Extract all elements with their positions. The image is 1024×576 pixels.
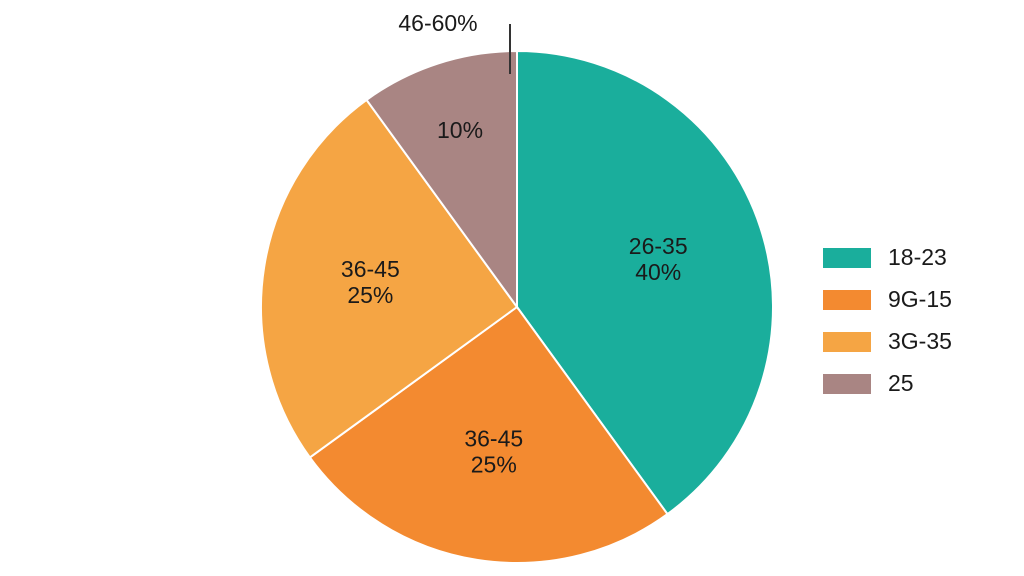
slice-category-label: 46-60% (398, 10, 477, 36)
pie (260, 49, 774, 564)
pie-slice (308, 305, 669, 564)
slice-value-label: 25% (347, 282, 393, 308)
legend-swatch (823, 374, 871, 394)
legend-label: 3G-35 (888, 328, 952, 354)
pie-slice (260, 98, 519, 459)
pie-slice (365, 49, 518, 311)
pie-slice (516, 49, 774, 516)
legend-label: 25 (888, 370, 914, 396)
legend-swatch (823, 290, 871, 310)
slice-category-label: 26-35 (629, 233, 688, 259)
slice-value-label: 10% (437, 117, 483, 143)
legend-swatch (823, 332, 871, 352)
legend-label: 9G-15 (888, 286, 952, 312)
slice-category-label: 36-45 (341, 256, 400, 282)
slice-value-label: 40% (635, 259, 681, 285)
legend-label: 18-23 (888, 244, 947, 270)
slice-category-label: 36-45 (464, 426, 523, 452)
legend-swatch (823, 248, 871, 268)
slice-value-label: 25% (471, 452, 517, 478)
legend: 18-23 9G-15 3G-35 25 (823, 244, 952, 396)
